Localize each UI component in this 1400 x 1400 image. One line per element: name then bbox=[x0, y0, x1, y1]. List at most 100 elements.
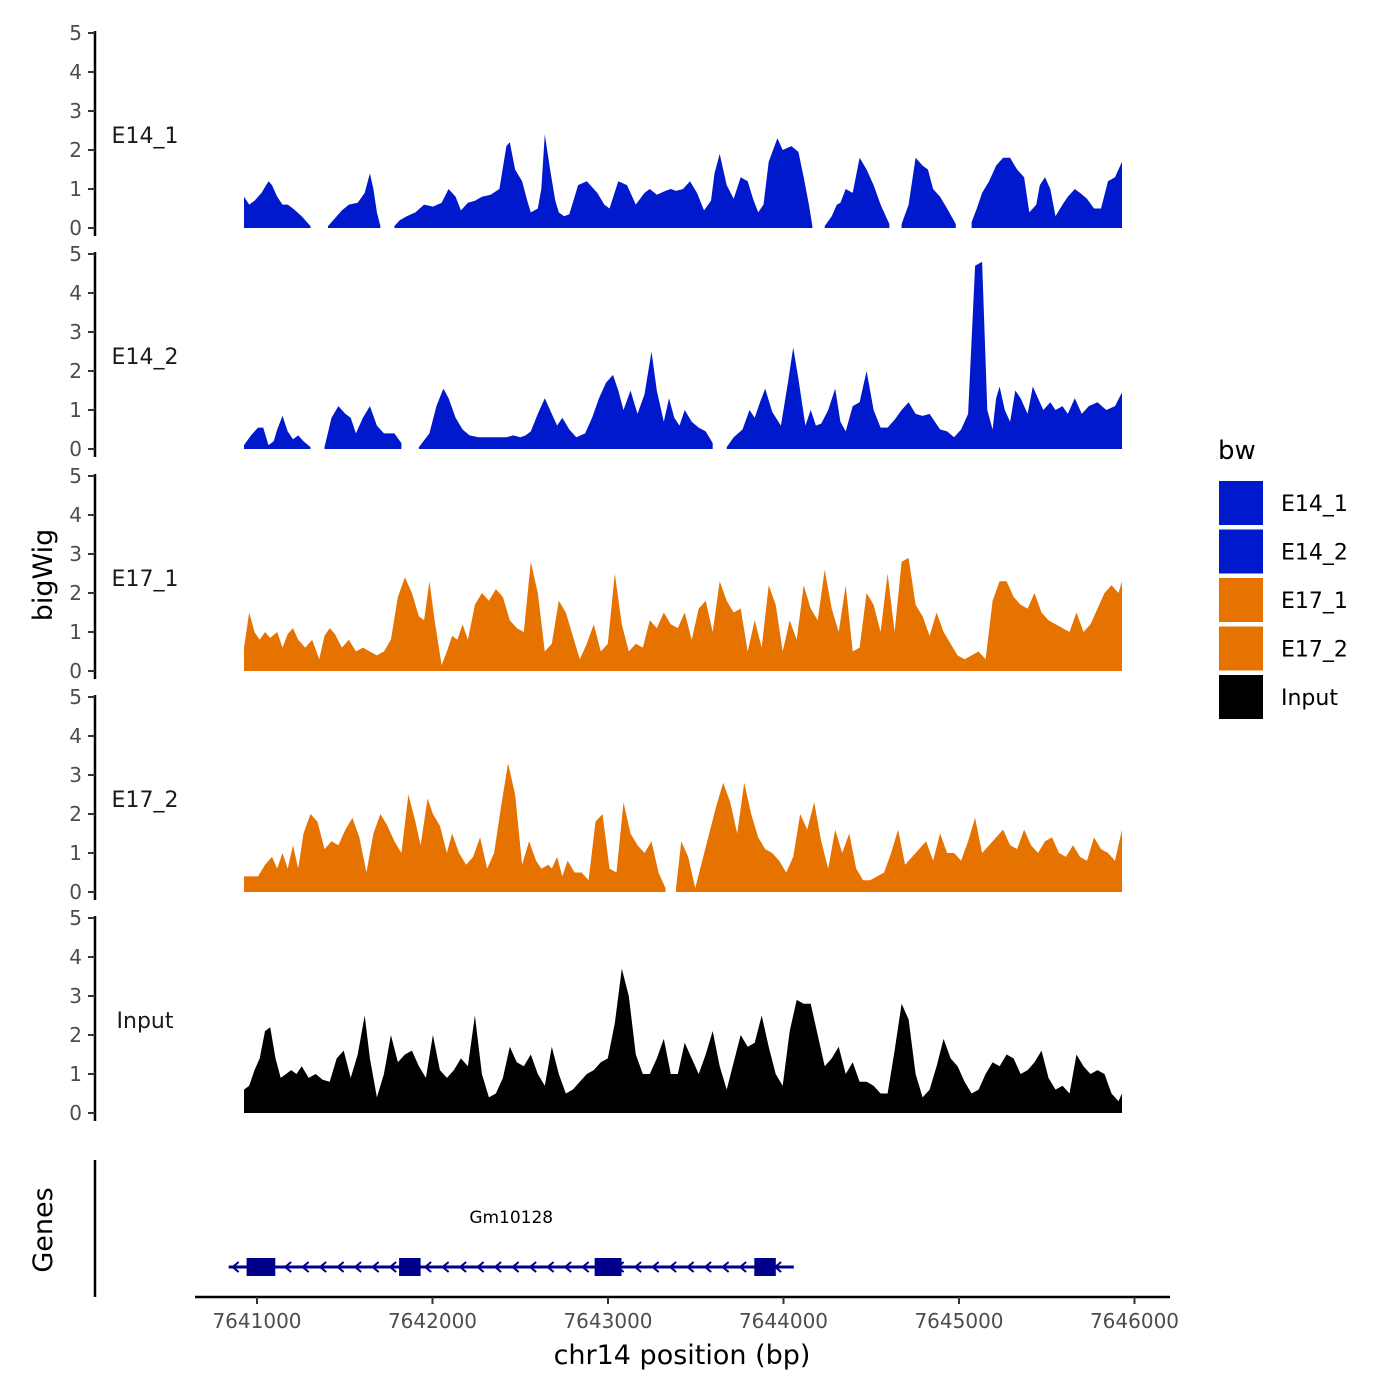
legend-label: Input bbox=[1281, 686, 1338, 711]
y-tick-label: 3 bbox=[69, 320, 82, 344]
legend-label: E17_2 bbox=[1281, 638, 1348, 663]
x-tick-label: 7646000 bbox=[1090, 1309, 1179, 1333]
strand-arrow bbox=[301, 1261, 310, 1273]
signal-area-e14-2 bbox=[244, 415, 311, 449]
y-tick-label: 4 bbox=[69, 724, 82, 748]
panels-group: 0 1 2 3 4 5 E14_1 0 1 2 3 4 5 E14_2 0 1 2 3 4 5 E17_1 0 1 2 3 4 5 E… bbox=[69, 21, 1122, 1125]
strand-arrow bbox=[423, 1261, 432, 1273]
legend-label: E14_1 bbox=[1281, 492, 1348, 517]
signal-area-e17-2 bbox=[244, 763, 666, 892]
y-tick-label: 1 bbox=[69, 398, 82, 422]
signal-area-e14-1 bbox=[394, 134, 813, 228]
gene-exon bbox=[754, 1258, 776, 1276]
strand-arrow bbox=[528, 1261, 537, 1273]
strand-arrow bbox=[231, 1261, 240, 1273]
legend-swatch bbox=[1219, 578, 1263, 622]
panel-e17-2: 0 1 2 3 4 5 E17_2 bbox=[69, 685, 1122, 904]
y-tick-label: 3 bbox=[69, 542, 82, 566]
signal-area-e14-2 bbox=[418, 351, 713, 449]
strand-arrow bbox=[721, 1261, 730, 1273]
gene-exon bbox=[594, 1258, 622, 1276]
y-tick-label: 1 bbox=[69, 841, 82, 865]
y-tick-label: 2 bbox=[69, 359, 82, 383]
panel-label: E17_1 bbox=[112, 567, 179, 592]
strand-arrow bbox=[738, 1261, 747, 1273]
strand-arrow bbox=[388, 1261, 397, 1273]
y-tick-label: 5 bbox=[69, 242, 82, 266]
y-tick-label: 3 bbox=[69, 763, 82, 787]
signal-area-e17-2 bbox=[676, 782, 1122, 892]
strand-arrow bbox=[546, 1261, 555, 1273]
panel-label: E14_1 bbox=[112, 124, 179, 149]
strand-arrow bbox=[458, 1261, 467, 1273]
strand-arrow bbox=[563, 1261, 572, 1273]
gene-exon bbox=[399, 1258, 421, 1276]
panel-label: E14_2 bbox=[112, 345, 179, 370]
panel-e17-1: 0 1 2 3 4 5 E17_1 bbox=[69, 464, 1122, 683]
x-tick-label: 7645000 bbox=[914, 1309, 1003, 1333]
y-tick-label: 1 bbox=[69, 1062, 82, 1086]
panel-label: E17_2 bbox=[112, 788, 179, 813]
x-axis-title: chr14 position (bp) bbox=[554, 1340, 811, 1371]
signal-area-e14-2 bbox=[726, 261, 1122, 449]
signal-area-e14-1 bbox=[971, 157, 1122, 228]
y-tick-label: 2 bbox=[69, 138, 82, 162]
panel-e14-1: 0 1 2 3 4 5 E14_1 bbox=[69, 21, 1122, 240]
y-tick-label: 3 bbox=[69, 99, 82, 123]
strand-arrow bbox=[353, 1261, 362, 1273]
strand-arrow bbox=[336, 1261, 345, 1273]
y-tick-label: 5 bbox=[69, 906, 82, 930]
x-tick-label: 7642000 bbox=[388, 1309, 477, 1333]
legend-label: E14_2 bbox=[1281, 541, 1348, 566]
legend-label: E17_1 bbox=[1281, 589, 1348, 614]
y-tick-label: 4 bbox=[69, 945, 82, 969]
strand-arrow bbox=[371, 1261, 380, 1273]
x-tick-label: 7643000 bbox=[563, 1309, 652, 1333]
legend: bw E14_1 E14_2 E17_1 E17_2 Input bbox=[1218, 436, 1348, 719]
strand-arrow bbox=[441, 1261, 450, 1273]
y-tick-label: 5 bbox=[69, 464, 82, 488]
strand-arrow bbox=[633, 1261, 642, 1273]
strand-arrow bbox=[511, 1261, 520, 1273]
signal-area-e14-1 bbox=[824, 157, 890, 228]
y-tick-label: 1 bbox=[69, 177, 82, 201]
legend-title: bw bbox=[1218, 436, 1256, 466]
y-tick-label: 2 bbox=[69, 802, 82, 826]
genes-track: Gm10128 bbox=[93, 1160, 794, 1297]
legend-swatch bbox=[1219, 529, 1263, 574]
strand-arrow bbox=[668, 1261, 677, 1273]
gene-exon bbox=[246, 1258, 276, 1276]
signal-area-e14-1 bbox=[244, 181, 311, 228]
legend-swatch bbox=[1219, 675, 1263, 719]
x-tick-label: 7641000 bbox=[212, 1309, 301, 1333]
strand-arrow bbox=[283, 1261, 292, 1273]
gene-label: Gm10128 bbox=[469, 1208, 553, 1228]
y-tick-label: 0 bbox=[69, 1101, 82, 1125]
signal-area-input bbox=[244, 968, 1122, 1113]
y-tick-label: 4 bbox=[69, 503, 82, 527]
panel-input: 0 1 2 3 4 5 Input bbox=[69, 906, 1122, 1125]
strand-arrow bbox=[476, 1261, 485, 1273]
panel-label: Input bbox=[117, 1009, 174, 1034]
signal-area-e17-1 bbox=[244, 557, 1122, 671]
y-tick-label: 5 bbox=[69, 21, 82, 45]
legend-swatch bbox=[1219, 626, 1263, 671]
y-tick-label: 1 bbox=[69, 620, 82, 644]
y-tick-label: 4 bbox=[69, 281, 82, 305]
strand-arrow bbox=[493, 1261, 502, 1273]
signal-area-e14-1 bbox=[328, 173, 381, 228]
legend-swatch bbox=[1219, 481, 1263, 525]
y-tick-label: 4 bbox=[69, 60, 82, 84]
y-tick-label: 0 bbox=[69, 437, 82, 461]
strand-arrow bbox=[318, 1261, 327, 1273]
y-tick-label: 2 bbox=[69, 1023, 82, 1047]
strand-arrow bbox=[686, 1261, 695, 1273]
x-axis: 7641000 7642000 7643000 7644000 7645000 76460… bbox=[195, 1295, 1179, 1333]
y-tick-label: 2 bbox=[69, 581, 82, 605]
strand-arrow bbox=[581, 1261, 590, 1273]
signal-area-e14-1 bbox=[901, 157, 956, 228]
y-tick-label: 5 bbox=[69, 685, 82, 709]
strand-arrow bbox=[703, 1261, 712, 1273]
genes-axis-title: Genes bbox=[28, 1187, 59, 1272]
